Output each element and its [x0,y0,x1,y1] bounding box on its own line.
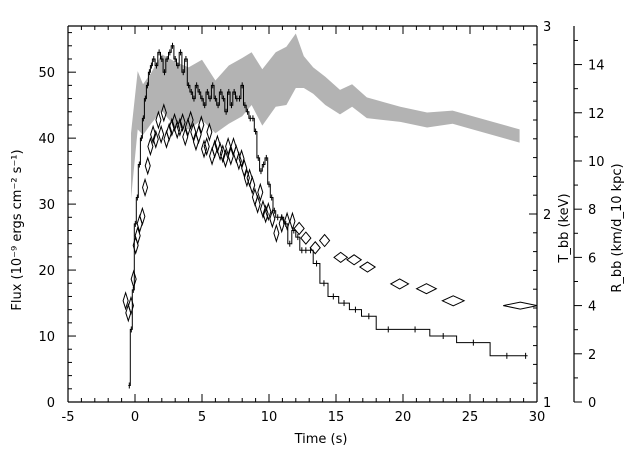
radius-point [144,156,151,176]
radius-point [155,110,162,130]
radius-point [358,261,377,273]
radius-point [147,136,154,157]
left-y-tick-label: 0 [47,396,55,411]
radius-point [289,211,296,231]
radius-point [415,283,438,295]
radius-axis-label: R_bb (km/d_10 kpc) [610,163,625,292]
flux-histogram [128,45,528,386]
radius-tick-label: 14 [588,59,605,74]
radius-point [249,175,256,195]
radius-point [179,112,186,133]
radius-point [211,139,218,159]
radius-point [243,168,250,188]
radius-tick-label: 4 [588,300,596,315]
left-y-axis-label: Flux (10⁻⁹ ergs cm⁻² s⁻¹) [10,149,25,310]
radius-point [222,148,229,169]
x-tick-label: 0 [131,410,139,425]
radius-point [262,204,269,224]
radius-point [168,117,175,137]
radius-point [139,206,146,227]
radius-point [225,136,232,157]
radius-point [190,122,197,142]
radius-point [318,233,331,248]
radius-point [166,122,173,142]
radius-tick-label: 12 [588,107,605,122]
radius-point [152,129,159,149]
radius-point [293,221,305,236]
radius-point [333,251,349,264]
radius-point [142,177,149,198]
radius-point [235,151,242,171]
radius-point [254,194,261,215]
x-tick-label: 5 [198,410,206,425]
left-y-tick-label: 20 [38,264,55,279]
left-y-tick-label: 50 [38,66,55,81]
radius-point [389,278,410,290]
radius-point [176,117,183,137]
x-tick-label: 10 [261,410,278,425]
radius-tick-label: 6 [588,251,596,266]
left-y-tick-label: 30 [38,198,55,213]
flux-histogram-layer [128,42,528,389]
radius-point [265,201,272,222]
radius-point [182,127,189,147]
radius-point [209,146,216,166]
radius-point [278,213,285,234]
radius-point [284,211,291,231]
radius-tick-label: 8 [588,203,596,218]
radius-point [187,110,194,130]
radius-point [269,209,276,229]
radius-point [206,122,213,142]
x-tick-label: -5 [62,410,75,425]
radius-point [273,223,280,243]
radius-point [130,269,137,289]
radius-point [160,103,167,123]
radius-point [346,254,363,266]
radius-point [150,124,157,145]
radius-point [219,144,226,164]
radius-point [158,124,165,145]
radius-point [134,226,141,246]
radius-point [441,295,466,307]
radius-tick-label: 10 [588,155,605,170]
radius-point [233,144,240,164]
radius-point [174,119,181,140]
radius-diamond-layer [122,103,538,323]
temp-tick-label: 1 [543,396,551,411]
radius-point [198,115,205,135]
temp-tick-label: 3 [543,20,551,35]
left-y-tick-label: 40 [38,132,55,147]
x-tick-label: 15 [328,410,345,425]
radius-point [503,301,538,310]
left-y-tick-label: 10 [38,330,55,345]
radius-point [200,139,208,159]
radius-point [300,231,312,245]
radius-point [127,295,135,316]
radius-point [203,136,210,157]
temperature-band [131,33,520,199]
radius-point [163,129,170,149]
radius-point [309,240,321,255]
x-tick-label: 30 [529,410,546,425]
radius-point [257,182,264,202]
x-tick-label: 25 [462,410,479,425]
x-axis-label: Time (s) [294,432,348,447]
radius-point [238,148,245,169]
x-tick-label: 20 [395,410,412,425]
radius-point [195,124,202,145]
temp-tick-label: 2 [543,208,551,223]
radius-point [259,199,266,219]
radius-point [241,158,248,178]
radius-tick-label: 2 [588,348,596,363]
radius-point [122,291,129,311]
radius-point [217,141,224,162]
radius-tick-label: 0 [588,396,596,411]
temp-axis-label: T_bb (keV) [557,193,572,263]
radius-point [227,146,234,166]
temperature-band-layer [131,33,520,199]
